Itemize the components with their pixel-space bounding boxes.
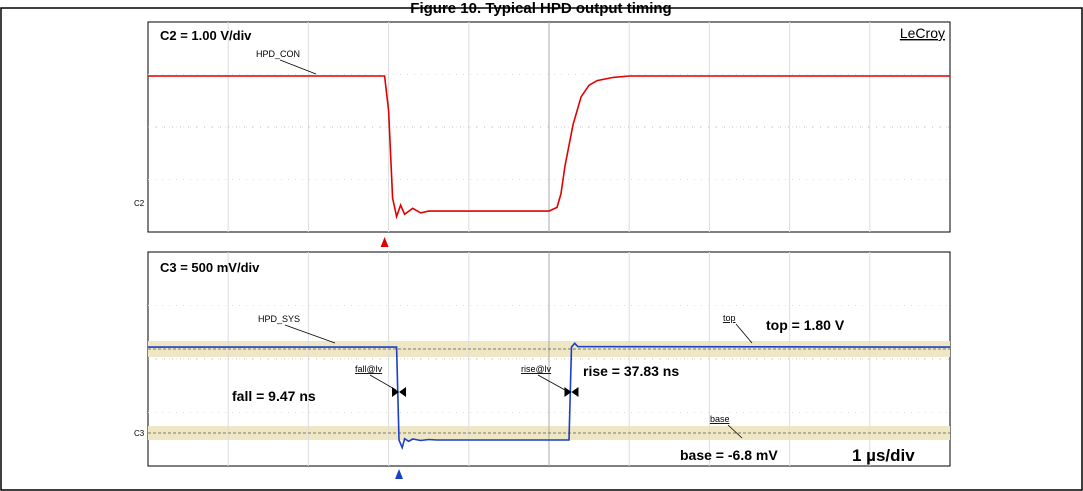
hpd-sys-leader bbox=[284, 324, 336, 344]
rise-value-label: rise = 37.83 ns bbox=[583, 363, 679, 379]
rise-marker-label: rise@lv bbox=[521, 364, 552, 374]
top-value-label: top = 1.80 V bbox=[766, 317, 845, 333]
hpd-sys-trace bbox=[148, 342, 951, 451]
c3-trigger-marker bbox=[395, 469, 404, 479]
fall-measure-marker bbox=[392, 387, 407, 397]
c2-trigger-marker bbox=[380, 237, 389, 247]
timebase-label: 1 µs/div bbox=[852, 446, 915, 465]
figure-border bbox=[0, 7, 1083, 491]
c3-channel-marker: C3 bbox=[134, 429, 145, 438]
c2-scale-label: C2 = 1.00 V/div bbox=[160, 28, 252, 43]
c2-grid bbox=[148, 22, 950, 232]
hpd-con-leader bbox=[279, 59, 317, 75]
top-marker-label: top bbox=[723, 313, 736, 323]
c2-channel-marker: C2 bbox=[134, 199, 145, 208]
bowtie-left bbox=[564, 387, 572, 397]
c3-scale-label: C3 = 500 mV/div bbox=[160, 260, 260, 275]
bowtie-right bbox=[571, 387, 579, 397]
top-leader bbox=[735, 323, 753, 344]
channel-c3-panel: C3 = 500 mV/div HPD_SYS top top = 1.80 V… bbox=[134, 251, 951, 479]
rise-leader bbox=[537, 374, 566, 391]
rise-measure-marker bbox=[564, 387, 579, 397]
fall-leader bbox=[369, 374, 397, 391]
bowtie-left bbox=[392, 387, 400, 397]
base-marker-label: base bbox=[710, 414, 730, 424]
base-value-label: base = -6.8 mV bbox=[680, 447, 778, 463]
c3-grid bbox=[148, 252, 950, 466]
hpd-con-label: HPD_CON bbox=[256, 49, 300, 59]
channel-c2-panel: C2 = 1.00 V/div LeCroy HPD_CON C2 bbox=[134, 21, 951, 247]
bowtie-right bbox=[399, 387, 407, 397]
figure-title: Figure 10. Typical HPD output timing bbox=[410, 0, 671, 17]
base-leader bbox=[727, 424, 743, 439]
hpd-con-trace bbox=[148, 75, 950, 220]
lecroy-brand: LeCroy bbox=[900, 25, 945, 41]
fall-marker-label: fall@lv bbox=[355, 364, 383, 374]
fall-value-label: fall = 9.47 ns bbox=[232, 388, 316, 404]
hpd-sys-label: HPD_SYS bbox=[258, 314, 300, 324]
